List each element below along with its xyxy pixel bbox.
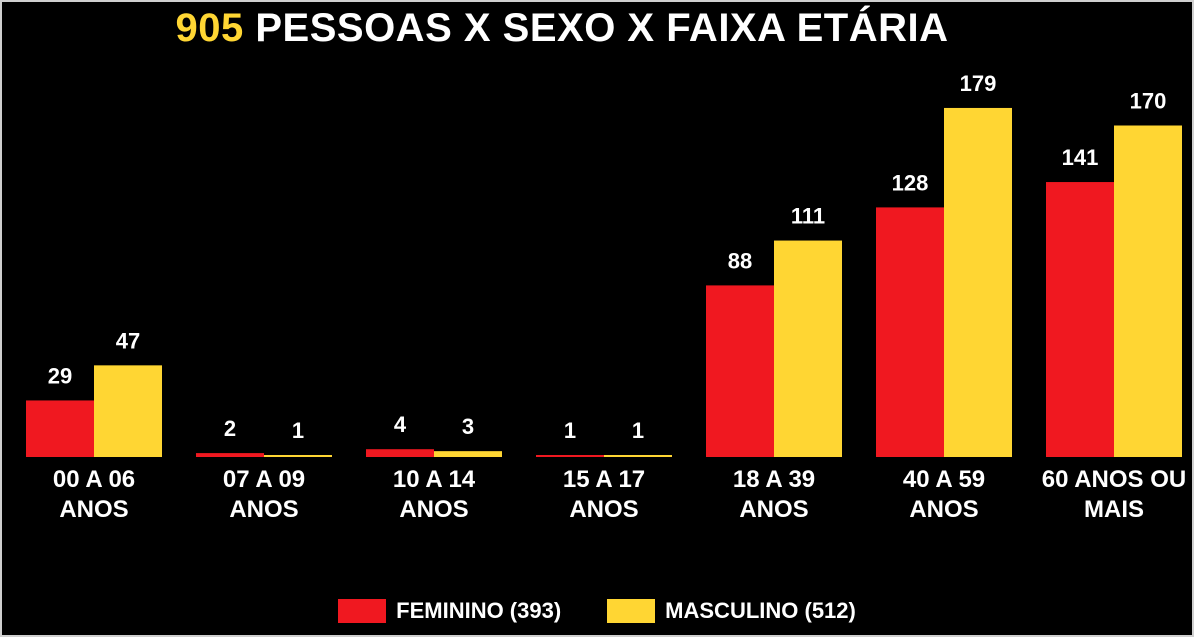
data-label: 4 (394, 412, 407, 437)
data-label: 3 (462, 414, 474, 439)
x-tick-label: 40 A 59 (903, 466, 985, 493)
x-tick-label: ANOS (739, 496, 808, 523)
bar-feminino (26, 400, 94, 457)
bar-masculino (434, 451, 502, 457)
legend: FEMININO (393) MASCULINO (512) (0, 598, 1194, 624)
data-label: 170 (1130, 89, 1167, 114)
x-tick-label: 15 A 17 (563, 466, 645, 493)
legend-swatch-masculino (607, 599, 656, 623)
bar-masculino (94, 365, 162, 457)
x-tick-label: 10 A 14 (393, 466, 476, 493)
data-label: 179 (960, 71, 997, 96)
x-tick-label: 07 A 09 (223, 466, 305, 493)
title-total: 905 (175, 6, 244, 50)
data-label: 111 (791, 204, 825, 229)
bar-feminino (366, 449, 434, 457)
bar-feminino (536, 455, 604, 457)
legend-label-masculino: MASCULINO (512) (665, 598, 856, 623)
x-tick-label: ANOS (59, 496, 128, 523)
chart-title: 905 PESSOAS X SEXO X FAIXA ETÁRIA (0, 6, 1124, 51)
data-label: 1 (292, 418, 304, 443)
bar-masculino (1114, 125, 1182, 457)
data-label: 29 (48, 363, 72, 388)
title-text: PESSOAS X SEXO X FAIXA ETÁRIA (255, 6, 949, 50)
bar-feminino (196, 453, 264, 457)
data-label: 141 (1062, 145, 1099, 170)
data-label: 128 (892, 170, 929, 195)
legend-item-feminino: FEMININO (393) (338, 598, 561, 624)
x-tick-label: ANOS (229, 496, 298, 523)
x-tick-label: 00 A 06 (53, 466, 135, 493)
bar-masculino (774, 240, 842, 457)
x-tick-label: ANOS (909, 496, 978, 523)
data-label: 1 (564, 418, 576, 443)
bar-feminino (1046, 182, 1114, 458)
x-tick-label: MAIS (1084, 496, 1144, 523)
x-tick-label: ANOS (399, 496, 468, 523)
bar-feminino (706, 285, 774, 457)
x-tick-label: 18 A 39 (733, 466, 815, 493)
legend-swatch-feminino (338, 599, 387, 623)
x-tick-label: ANOS (569, 496, 638, 523)
x-tick-label: 60 ANOS OU (1042, 466, 1186, 493)
bar-chart: 29 47 00 A 06 ANOS 2 1 07 A 09 ANOS 4 3 10 A 14 ANO… (26, 71, 1186, 523)
data-label: 88 (728, 248, 752, 273)
bar-masculino (264, 455, 332, 457)
data-label: 1 (632, 418, 644, 443)
legend-item-masculino: MASCULINO (512) (607, 598, 856, 624)
bar-masculino (944, 107, 1012, 457)
data-label: 47 (116, 328, 140, 353)
bar-masculino (604, 455, 672, 457)
data-label: 2 (224, 416, 236, 441)
bar-feminino (876, 207, 944, 457)
legend-label-feminino: FEMININO (393) (396, 598, 562, 623)
